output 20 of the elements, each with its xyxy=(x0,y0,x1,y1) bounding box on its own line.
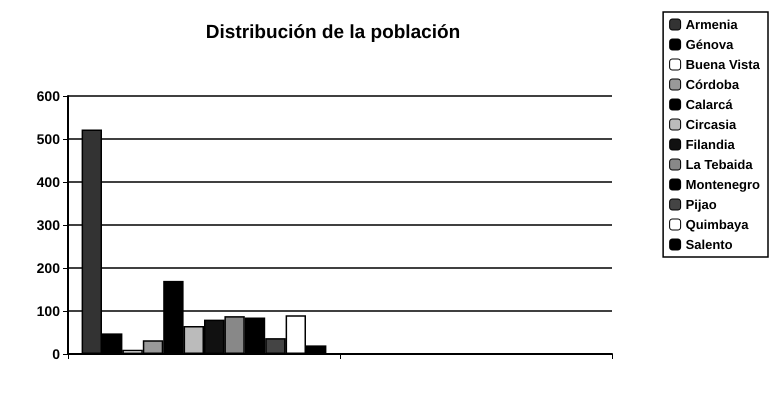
y-tick-label: 500 xyxy=(36,131,60,147)
y-tick-label: 300 xyxy=(36,217,60,233)
legend-label: Salento xyxy=(686,237,733,252)
y-tick-label: 600 xyxy=(36,88,60,104)
chart-title: Distribución de la población xyxy=(206,22,460,43)
legend-label: Montenegro xyxy=(686,177,760,192)
legend-label: Circasia xyxy=(686,117,737,132)
legend-label: Córdoba xyxy=(686,77,740,92)
y-tick-label: 0 xyxy=(52,346,60,362)
y-tick-label: 200 xyxy=(36,260,60,276)
y-tick-label: 400 xyxy=(36,174,60,190)
legend-label: La Tebaida xyxy=(686,157,754,172)
legend-label: Calarcá xyxy=(686,97,734,112)
legend-label: Buena Vista xyxy=(686,57,761,72)
y-tick-label: 100 xyxy=(36,303,60,319)
legend-label: Armenia xyxy=(686,17,738,32)
legend-label: Filandia xyxy=(686,137,736,152)
legend-label: Quimbaya xyxy=(686,217,750,232)
legend-label: Génova xyxy=(686,37,734,52)
legend-label: Pijao xyxy=(686,197,717,212)
